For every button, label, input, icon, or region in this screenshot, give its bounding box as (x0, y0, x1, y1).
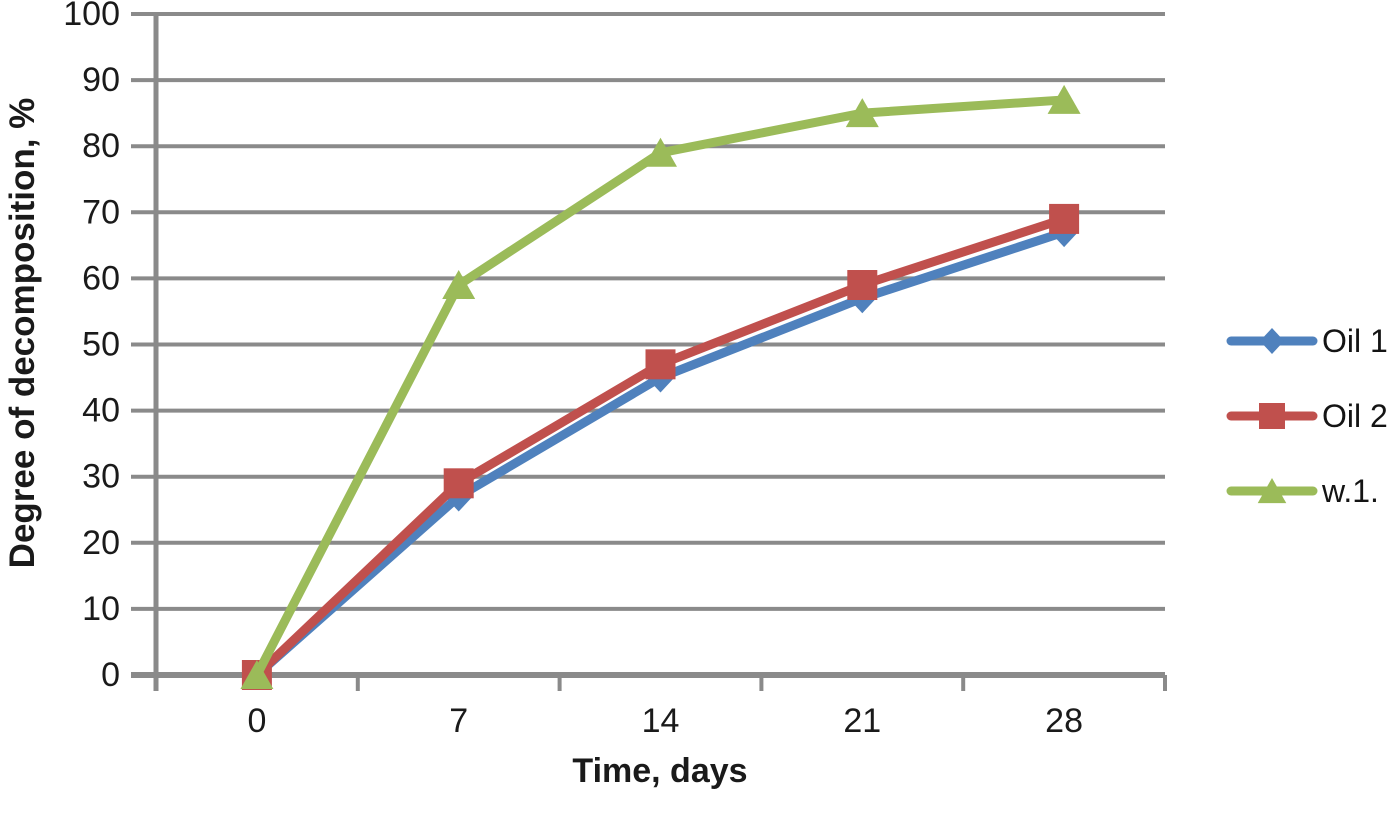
legend-marker-oil-2 (1259, 403, 1285, 429)
x-tick-label: 28 (1045, 702, 1083, 740)
legend-swatch-w-1 (1226, 478, 1318, 504)
legend-marker-w-1 (1257, 478, 1287, 504)
y-tick-label: 90 (82, 61, 120, 99)
x-tick-label: 0 (247, 702, 266, 740)
x-tick-label: 14 (642, 702, 680, 740)
series-marker-w-1 (442, 270, 476, 299)
series-marker-oil-2 (847, 270, 878, 301)
series-marker-w-1 (845, 98, 879, 128)
y-tick-label: 70 (82, 193, 120, 231)
legend-item-oil-1: Oil 1 (1226, 322, 1388, 360)
y-tick-label: 0 (101, 656, 120, 694)
y-tick-label: 20 (82, 524, 120, 562)
legend-label-oil-1: Oil 1 (1322, 323, 1388, 359)
series-marker-oil-2 (645, 349, 676, 380)
y-tick-label: 50 (82, 326, 120, 364)
legend: Oil 1 Oil 2 w.1. (1226, 322, 1388, 510)
y-tick-label: 100 (63, 0, 120, 33)
series-marker-oil-2 (443, 468, 474, 499)
series-marker-w-1 (240, 660, 274, 689)
y-tick-label: 40 (82, 392, 120, 430)
legend-label-oil-2: Oil 2 (1322, 398, 1388, 434)
y-tick-label: 80 (82, 127, 120, 165)
x-tick-label: 7 (449, 702, 468, 740)
series-marker-w-1 (1047, 84, 1081, 114)
series-marker-oil-2 (1049, 203, 1080, 234)
legend-item-w-1: w.1. (1226, 472, 1388, 510)
x-tick-label: 21 (843, 702, 881, 740)
x-axis-title: Time, days (572, 752, 748, 790)
y-axis-title: Degree of decomposition, % (3, 97, 42, 569)
legend-marker-oil-1 (1259, 328, 1285, 354)
legend-swatch-oil-1 (1226, 328, 1318, 354)
legend-swatch-oil-2 (1226, 403, 1318, 429)
legend-label-w-1: w.1. (1322, 473, 1379, 509)
y-tick-label: 10 (82, 590, 120, 628)
legend-item-oil-2: Oil 2 (1226, 397, 1388, 435)
series-marker-w-1 (644, 137, 677, 167)
y-tick-label: 30 (82, 458, 120, 496)
y-tick-label: 60 (82, 259, 120, 297)
